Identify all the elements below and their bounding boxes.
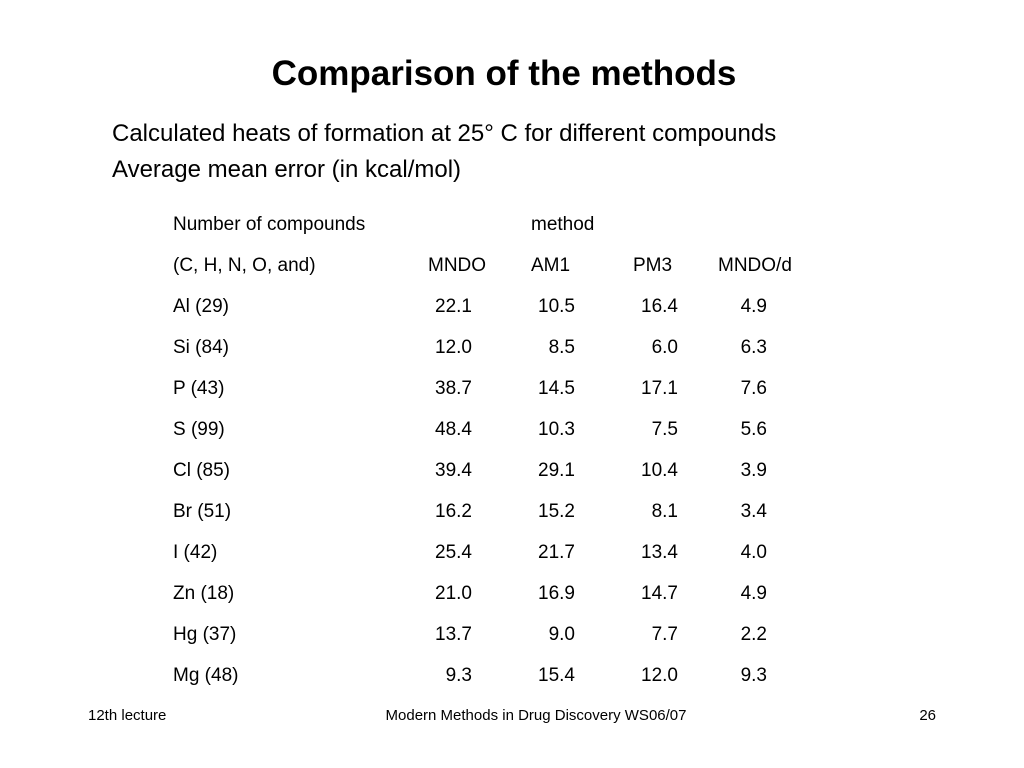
header-am1: AM1 (531, 255, 571, 276)
compound-cell: Hg (37) (173, 624, 237, 645)
mndo-value-cell: 21.0 (435, 583, 472, 604)
slide-title: Comparison of the methods (271, 54, 737, 93)
subtitle-line-1: Calculated heats of formation at 25° C f… (112, 120, 777, 147)
table-row: Br (51) 16.2 15.2 8.1 3.4 (173, 491, 853, 532)
mndo-value-cell: 39.4 (435, 460, 472, 481)
compound-cell: I (42) (173, 542, 218, 563)
compound-cell: Si (84) (173, 337, 229, 358)
compound-cell: Br (51) (173, 501, 232, 522)
footer-course: Modern Methods in Drug Discovery WS06/07 (385, 707, 687, 724)
mndo-value-cell: 9.3 (445, 665, 472, 686)
mndo-value-cell: 12.0 (435, 337, 472, 358)
table-header-row-1: Number of compounds method (173, 204, 853, 245)
footer-page-number: 26 (919, 707, 936, 724)
footer-lecture: 12th lecture (88, 707, 167, 724)
pm3-value-cell: 7.5 (651, 419, 678, 440)
am1-value-cell: 16.9 (538, 583, 575, 604)
table-row: Hg (37) 13.7 9.0 7.7 2.2 (173, 614, 853, 655)
pm3-value-cell: 16.4 (641, 296, 678, 317)
mndo-d-value-cell: 6.3 (740, 337, 767, 358)
header-method: method (531, 214, 595, 235)
mndo-d-value-cell: 4.9 (740, 583, 767, 604)
mndo-d-value-cell: 9.3 (740, 665, 767, 686)
pm3-value-cell: 17.1 (641, 378, 678, 399)
mndo-d-value-cell: 7.6 (740, 378, 767, 399)
table-row: Cl (85) 39.4 29.1 10.4 3.9 (173, 450, 853, 491)
table-row: I (42) 25.4 21.7 13.4 4.0 (173, 532, 853, 573)
mndo-d-value-cell: 4.9 (740, 296, 767, 317)
am1-value-cell: 15.4 (538, 665, 575, 686)
mndo-value-cell: 48.4 (435, 419, 472, 440)
mndo-value-cell: 13.7 (435, 624, 472, 645)
table-row: Si (84) 12.0 8.5 6.0 6.3 (173, 327, 853, 368)
compound-cell: Cl (85) (173, 460, 231, 481)
pm3-value-cell: 8.1 (651, 501, 678, 522)
mndo-d-value-cell: 5.6 (740, 419, 767, 440)
am1-value-cell: 10.5 (538, 296, 575, 317)
table-row: Mg (48) 9.3 15.4 12.0 9.3 (173, 655, 853, 696)
mndo-d-value-cell: 3.9 (740, 460, 767, 481)
table-header-row-2: (C, H, N, O, and) MNDO AM1 PM3 MNDO/d (173, 245, 853, 286)
header-elements: (C, H, N, O, and) (173, 255, 316, 276)
compound-cell: P (43) (173, 378, 225, 399)
pm3-value-cell: 13.4 (641, 542, 678, 563)
pm3-value-cell: 10.4 (641, 460, 678, 481)
heats-of-formation-table: Number of compounds method (C, H, N, O, … (173, 204, 853, 696)
am1-value-cell: 8.5 (548, 337, 575, 358)
mndo-value-cell: 38.7 (435, 378, 472, 399)
pm3-value-cell: 12.0 (641, 665, 678, 686)
mndo-value-cell: 16.2 (435, 501, 472, 522)
pm3-value-cell: 7.7 (651, 624, 678, 645)
compound-cell: Zn (18) (173, 583, 235, 604)
am1-value-cell: 21.7 (538, 542, 575, 563)
pm3-value-cell: 14.7 (641, 583, 678, 604)
mndo-value-cell: 25.4 (435, 542, 472, 563)
table-row: Al (29) 22.1 10.5 16.4 4.9 (173, 286, 853, 327)
table-row: Zn (18) 21.0 16.9 14.7 4.9 (173, 573, 853, 614)
mndo-d-value-cell: 2.2 (740, 624, 767, 645)
am1-value-cell: 14.5 (538, 378, 575, 399)
pm3-value-cell: 6.0 (651, 337, 678, 358)
mndo-d-value-cell: 3.4 (740, 501, 767, 522)
mndo-d-value-cell: 4.0 (740, 542, 767, 563)
mndo-value-cell: 22.1 (435, 296, 472, 317)
table-row: P (43) 38.7 14.5 17.1 7.6 (173, 368, 853, 409)
am1-value-cell: 29.1 (538, 460, 575, 481)
am1-value-cell: 10.3 (538, 419, 575, 440)
header-pm3: PM3 (633, 255, 673, 276)
compound-cell: Al (29) (173, 296, 229, 317)
subtitle-line-2: Average mean error (in kcal/mol) (112, 156, 462, 183)
am1-value-cell: 9.0 (548, 624, 575, 645)
header-number-of-compounds: Number of compounds (173, 214, 366, 235)
table-row: S (99) 48.4 10.3 7.5 5.6 (173, 409, 853, 450)
am1-value-cell: 15.2 (538, 501, 575, 522)
table-body: Al (29) 22.1 10.5 16.4 4.9 Si (84) 12.0 8.5 6.0 6… (173, 286, 853, 696)
header-mndo: MNDO (428, 255, 487, 276)
compound-cell: S (99) (173, 419, 225, 440)
header-mndo-d: MNDO/d (718, 255, 792, 276)
compound-cell: Mg (48) (173, 665, 239, 686)
